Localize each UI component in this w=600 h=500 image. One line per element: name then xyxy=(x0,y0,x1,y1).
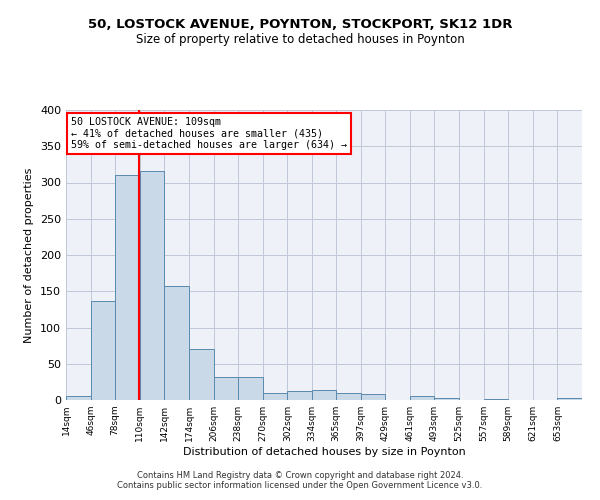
Bar xyxy=(140,171,164,400)
Text: Size of property relative to detached houses in Poynton: Size of property relative to detached ho… xyxy=(136,32,464,46)
Bar xyxy=(312,390,336,400)
Bar xyxy=(66,396,91,400)
Bar xyxy=(557,398,582,400)
Bar xyxy=(263,393,287,400)
Bar xyxy=(238,377,263,400)
Text: 50 LOSTOCK AVENUE: 109sqm
← 41% of detached houses are smaller (435)
59% of semi: 50 LOSTOCK AVENUE: 109sqm ← 41% of detac… xyxy=(71,117,347,150)
Bar xyxy=(91,300,115,400)
Bar xyxy=(189,348,214,400)
Bar xyxy=(434,398,459,400)
Bar xyxy=(115,174,140,400)
Bar xyxy=(164,286,189,400)
Y-axis label: Number of detached properties: Number of detached properties xyxy=(25,168,34,342)
Bar xyxy=(336,393,361,400)
Text: Contains HM Land Registry data © Crown copyright and database right 2024.
Contai: Contains HM Land Registry data © Crown c… xyxy=(118,470,482,490)
Bar xyxy=(287,390,312,400)
X-axis label: Distribution of detached houses by size in Poynton: Distribution of detached houses by size … xyxy=(182,447,466,457)
Bar xyxy=(484,398,508,400)
Bar xyxy=(214,377,238,400)
Text: 50, LOSTOCK AVENUE, POYNTON, STOCKPORT, SK12 1DR: 50, LOSTOCK AVENUE, POYNTON, STOCKPORT, … xyxy=(88,18,512,30)
Bar xyxy=(410,396,434,400)
Bar xyxy=(361,394,385,400)
